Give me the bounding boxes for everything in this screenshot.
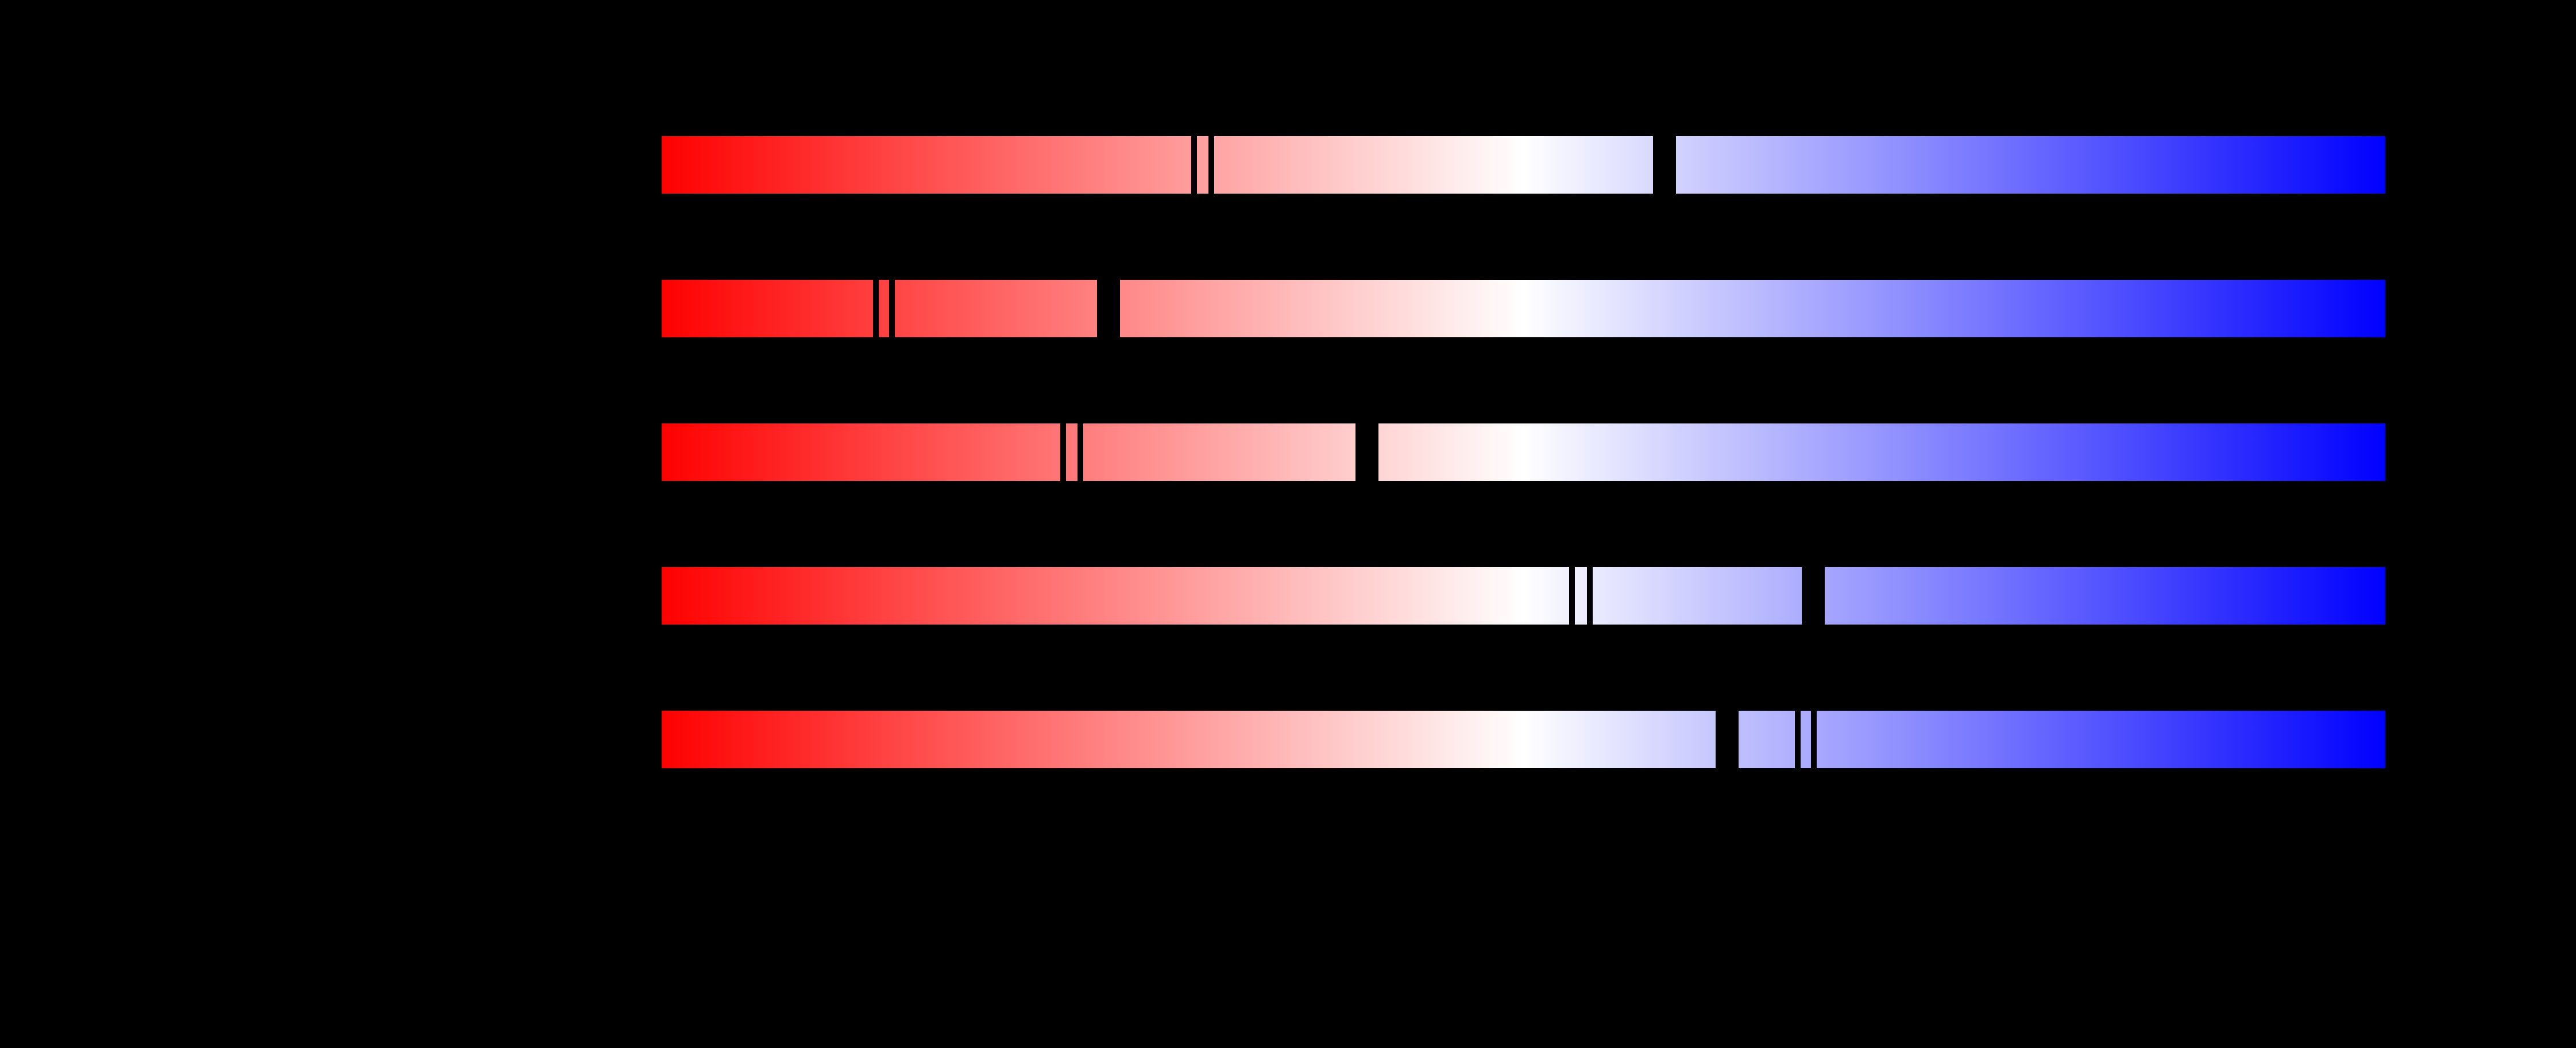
thick-marker-band [1097,280,1121,337]
thick-marker-band [1355,423,1378,481]
gradient-bar-row-1 [662,136,2385,194]
thin-marker-line [1569,567,1575,625]
thin-marker-line [889,280,895,337]
gradient-bar-row-3 [662,423,2385,481]
thin-marker-line [1794,711,1801,768]
thick-marker-band [1716,711,1739,768]
gradient-bar-row-5 [662,711,2385,768]
thin-marker-line [1060,423,1067,481]
thin-marker-line [1208,136,1214,194]
thin-marker-line [1191,136,1197,194]
thick-marker-band [1801,567,1825,625]
gradient-bar-row-2 [662,280,2385,337]
gradient-bar-row-4 [662,567,2385,625]
thin-marker-line [1586,567,1593,625]
thin-marker-line [872,280,879,337]
thin-marker-line [1811,711,1817,768]
thin-marker-line [1077,423,1084,481]
thick-marker-band [1652,136,1676,194]
